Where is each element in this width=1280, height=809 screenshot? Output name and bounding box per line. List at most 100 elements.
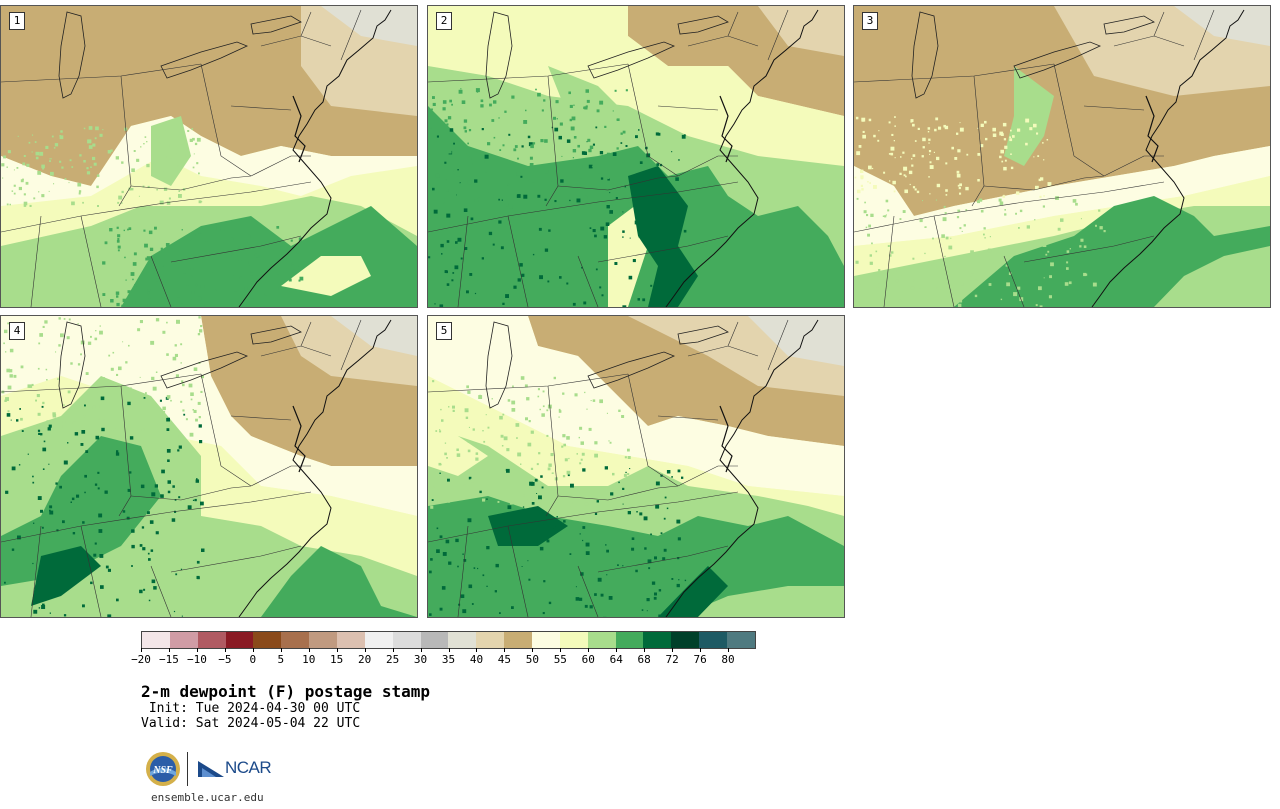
contour-speckle bbox=[550, 453, 554, 457]
contour-speckle bbox=[199, 329, 203, 333]
contour-speckle bbox=[488, 470, 491, 473]
state-boundary bbox=[577, 255, 599, 307]
contour-speckle bbox=[1026, 225, 1030, 229]
contour-speckle bbox=[558, 408, 561, 411]
contour-speckle bbox=[439, 607, 443, 611]
contour-speckle bbox=[523, 120, 528, 124]
contour-speckle bbox=[460, 257, 463, 260]
contour-speckle bbox=[891, 133, 894, 136]
contour-speckle bbox=[943, 205, 946, 208]
contour-speckle bbox=[58, 344, 61, 347]
contour-speckle bbox=[655, 481, 660, 486]
contour-speckle bbox=[504, 110, 507, 113]
website-link[interactable]: ensemble.ucar.edu bbox=[151, 791, 264, 804]
contour-speckle bbox=[558, 410, 562, 413]
contour-speckle bbox=[178, 496, 181, 499]
contour-speckle bbox=[893, 269, 897, 273]
contour-speckle bbox=[556, 118, 558, 120]
contour-speckle bbox=[160, 494, 164, 498]
contour-speckle bbox=[169, 251, 174, 255]
contour-speckle bbox=[554, 127, 559, 132]
contour-speckle bbox=[513, 148, 517, 152]
contour-speckle bbox=[487, 190, 490, 193]
contour-speckle bbox=[16, 167, 19, 169]
contour-speckle bbox=[509, 501, 513, 505]
contour-speckle bbox=[538, 495, 542, 500]
logo-block: NSF NCAR bbox=[145, 750, 275, 788]
contour-speckle bbox=[45, 368, 48, 371]
contour-speckle bbox=[451, 279, 454, 282]
contour-speckle bbox=[945, 194, 948, 196]
contour-speckle bbox=[677, 469, 681, 473]
contour-speckle bbox=[571, 204, 575, 209]
contour-speckle bbox=[290, 239, 293, 242]
contour-speckle bbox=[5, 351, 7, 353]
contour-speckle bbox=[221, 241, 224, 244]
dewpoint-contour-fill bbox=[331, 316, 417, 356]
colorbar-tick-label: 5 bbox=[277, 653, 285, 666]
contour-speckle bbox=[467, 518, 472, 523]
contour-speckle bbox=[958, 186, 961, 190]
contour-speckle bbox=[873, 286, 875, 288]
state-boundary bbox=[30, 215, 42, 307]
contour-speckle bbox=[959, 192, 962, 195]
contour-speckle bbox=[579, 178, 583, 182]
contour-speckle bbox=[27, 384, 31, 388]
contour-speckle bbox=[126, 516, 130, 520]
contour-speckle bbox=[1037, 155, 1040, 157]
contour-speckle bbox=[288, 262, 292, 266]
contour-speckle bbox=[164, 280, 167, 283]
contour-speckle bbox=[271, 233, 274, 236]
contour-speckle bbox=[944, 212, 947, 215]
contour-speckle bbox=[148, 599, 151, 602]
contour-speckle bbox=[928, 176, 930, 178]
state-boundary bbox=[300, 321, 312, 347]
contour-speckle bbox=[547, 280, 550, 283]
contour-speckle bbox=[959, 227, 962, 230]
state-boundary bbox=[230, 105, 292, 111]
contour-speckle bbox=[42, 325, 45, 328]
contour-speckle bbox=[52, 414, 57, 418]
contour-speckle bbox=[129, 471, 132, 474]
colorbar-swatch bbox=[587, 632, 616, 648]
contour-speckle bbox=[1080, 218, 1082, 220]
contour-speckle bbox=[36, 394, 40, 398]
contour-speckle bbox=[948, 277, 952, 280]
contour-speckle bbox=[431, 499, 434, 501]
contour-speckle bbox=[467, 142, 469, 145]
contour-speckle bbox=[936, 156, 940, 161]
contour-speckle bbox=[644, 547, 647, 550]
contour-speckle bbox=[117, 249, 120, 252]
contour-speckle bbox=[112, 351, 115, 354]
contour-speckle bbox=[439, 304, 444, 307]
contour-speckle bbox=[650, 284, 653, 287]
contour-speckle bbox=[37, 412, 41, 416]
contour-speckle bbox=[924, 252, 926, 255]
contour-speckle bbox=[32, 475, 34, 478]
contour-speckle bbox=[31, 151, 33, 153]
colorbar-tick-label: 25 bbox=[385, 653, 400, 666]
contour-speckle bbox=[174, 344, 177, 347]
contour-speckle bbox=[143, 397, 146, 399]
contour-speckle bbox=[532, 178, 536, 183]
contour-speckle bbox=[93, 162, 97, 166]
contour-speckle bbox=[912, 154, 916, 157]
contour-speckle bbox=[867, 233, 870, 237]
contour-speckle bbox=[868, 165, 872, 170]
contour-speckle bbox=[572, 501, 575, 504]
dewpoint-contour-fill bbox=[758, 6, 844, 56]
contour-speckle bbox=[100, 396, 105, 401]
contour-speckle bbox=[546, 539, 550, 543]
contour-speckle bbox=[199, 440, 203, 444]
contour-speckle bbox=[583, 106, 586, 110]
contour-speckle bbox=[33, 522, 35, 524]
contour-speckle bbox=[9, 369, 13, 373]
contour-speckle bbox=[451, 103, 453, 106]
contour-speckle bbox=[90, 335, 92, 338]
contour-speckle bbox=[607, 176, 610, 180]
contour-speckle bbox=[883, 171, 886, 174]
coastline bbox=[1091, 9, 1245, 307]
state-boundary bbox=[230, 415, 292, 421]
contour-speckle bbox=[94, 483, 98, 486]
contour-speckle bbox=[7, 150, 11, 154]
